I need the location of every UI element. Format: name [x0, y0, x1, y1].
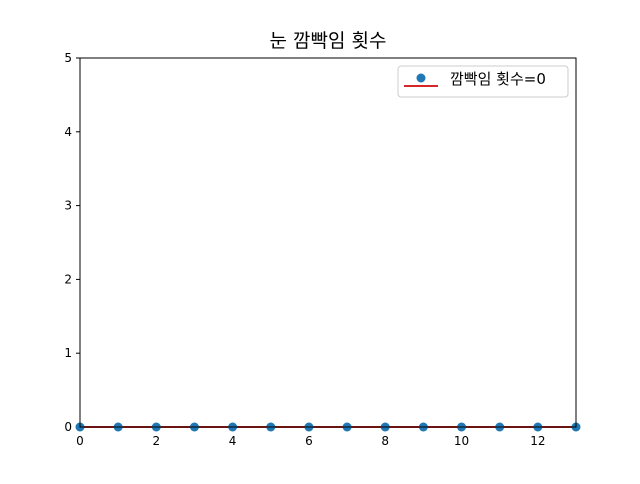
y-tick-label: 1 [64, 346, 72, 360]
legend-marker-swatch [416, 73, 426, 83]
legend-label: 깜빡임 횟수=0 [450, 70, 546, 88]
y-axis-ticks: 0 1 2 3 4 5 [64, 51, 80, 434]
y-tick-label: 2 [64, 272, 72, 286]
x-tick-label: 12 [530, 434, 545, 448]
plot-frame [79, 57, 577, 428]
legend-box [397, 65, 569, 98]
x-tick-label: 0 [76, 434, 84, 448]
x-tick-label: 8 [381, 434, 389, 448]
x-tick-label: 6 [305, 434, 313, 448]
x-tick-label: 10 [454, 434, 469, 448]
x-tick-label: 4 [229, 434, 237, 448]
y-tick-label: 5 [64, 51, 72, 65]
y-tick-label: 3 [64, 199, 72, 213]
y-tick-label: 4 [64, 125, 72, 139]
x-tick-label: 2 [152, 434, 160, 448]
y-tick-label: 0 [64, 420, 72, 434]
legend: 깜빡임 횟수=0 [397, 65, 569, 98]
chart-title: 눈 깜빡임 횟수 [270, 30, 387, 52]
